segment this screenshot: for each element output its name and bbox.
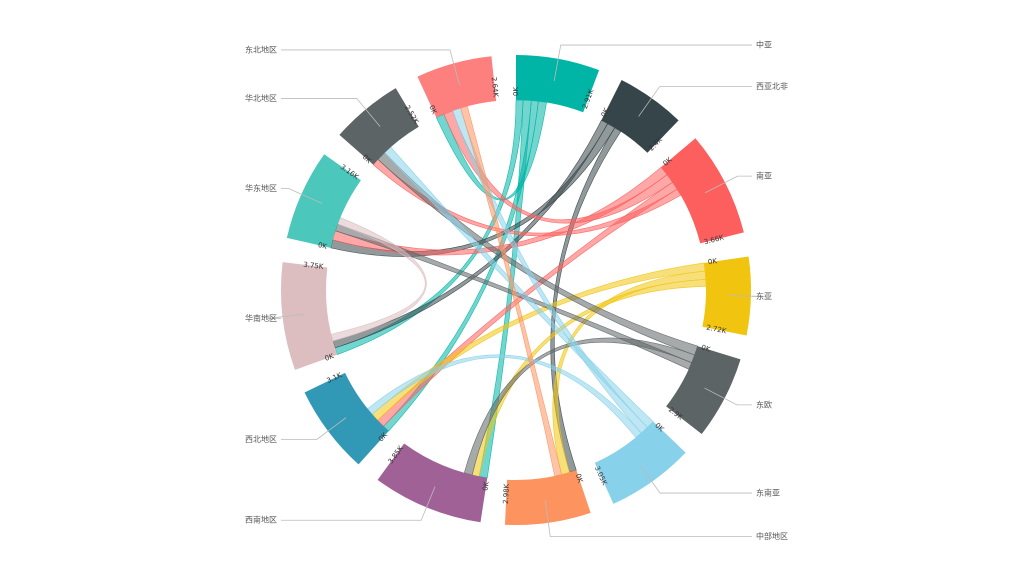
- chord-arc: [601, 80, 679, 153]
- chord-node-label: 西北地区: [245, 434, 277, 444]
- chord-node-label: 华北地区: [245, 93, 277, 103]
- chord-node-label: 西亚北非: [756, 81, 788, 91]
- chord-node-label: 中部地区: [756, 531, 788, 541]
- label-leader-line: [281, 49, 460, 86]
- chord-ribbon: [443, 110, 673, 224]
- chord-arc: [661, 138, 744, 244]
- chord-tick-label: 2.64K: [490, 77, 500, 98]
- label-leader-line: [728, 295, 765, 297]
- chord-node-label: 华东地区: [245, 183, 277, 193]
- chord-tick-label: 0K: [700, 343, 711, 353]
- label-leader-line: [281, 417, 347, 440]
- chord-arc: [377, 443, 488, 523]
- chord-node-label: 华南地区: [245, 313, 277, 323]
- chord-ribbon: [372, 158, 682, 237]
- chord-arcs: [281, 55, 751, 525]
- label-leader-line: [638, 463, 752, 494]
- chord-tick-label: 0K: [317, 241, 328, 251]
- chord-node-label: 东亚: [756, 291, 772, 301]
- chord-ribbon: [452, 107, 648, 434]
- chord-tick-label: 2.72K: [706, 324, 728, 336]
- chord-arc: [339, 88, 419, 165]
- label-leader-line: [638, 86, 752, 117]
- chord-tick-label: 0K: [707, 257, 717, 266]
- chord-arc: [702, 256, 751, 336]
- label-leader-line: [704, 387, 752, 406]
- chord-ribbon: [435, 100, 547, 201]
- chord-node-label: 南亚: [756, 171, 772, 181]
- chord-tick-label: 2.98K: [502, 483, 511, 504]
- chord-tick-label: 0K: [600, 106, 611, 118]
- chord-tick-label: 0K: [481, 481, 490, 492]
- chord-node-label: 东北地区: [245, 44, 277, 54]
- chord-arc: [281, 262, 338, 370]
- chord-node-label: 西南地区: [245, 515, 277, 525]
- chord-tick-label: 0K: [574, 473, 585, 485]
- chord-node-label: 东南亚: [756, 488, 780, 498]
- chord-tick-label: 0K: [427, 104, 438, 116]
- chord-node-label: 中亚: [756, 40, 772, 50]
- label-leader-line: [268, 313, 305, 319]
- chord-node-label: 东欧: [756, 399, 772, 409]
- chord-tick-label: 0K: [512, 87, 520, 96]
- label-leader-line: [281, 188, 323, 204]
- chord-tick-label: 0K: [324, 352, 336, 363]
- label-leader-line: [544, 500, 752, 538]
- chord-arc: [304, 372, 389, 465]
- label-leader-line: [281, 98, 381, 127]
- label-leader-line: [281, 486, 436, 521]
- chord-arc: [286, 154, 361, 248]
- chord-ribbons: [330, 99, 707, 479]
- chord-arc: [504, 470, 591, 525]
- chord-arc: [417, 56, 497, 118]
- label-leader-line: [553, 44, 752, 82]
- chord-arc: [666, 346, 741, 435]
- chord-arc: [594, 421, 686, 504]
- label-leader-line: [704, 175, 752, 194]
- chord-arc: [516, 55, 600, 113]
- chord-tick-label: 3.75K: [303, 261, 324, 271]
